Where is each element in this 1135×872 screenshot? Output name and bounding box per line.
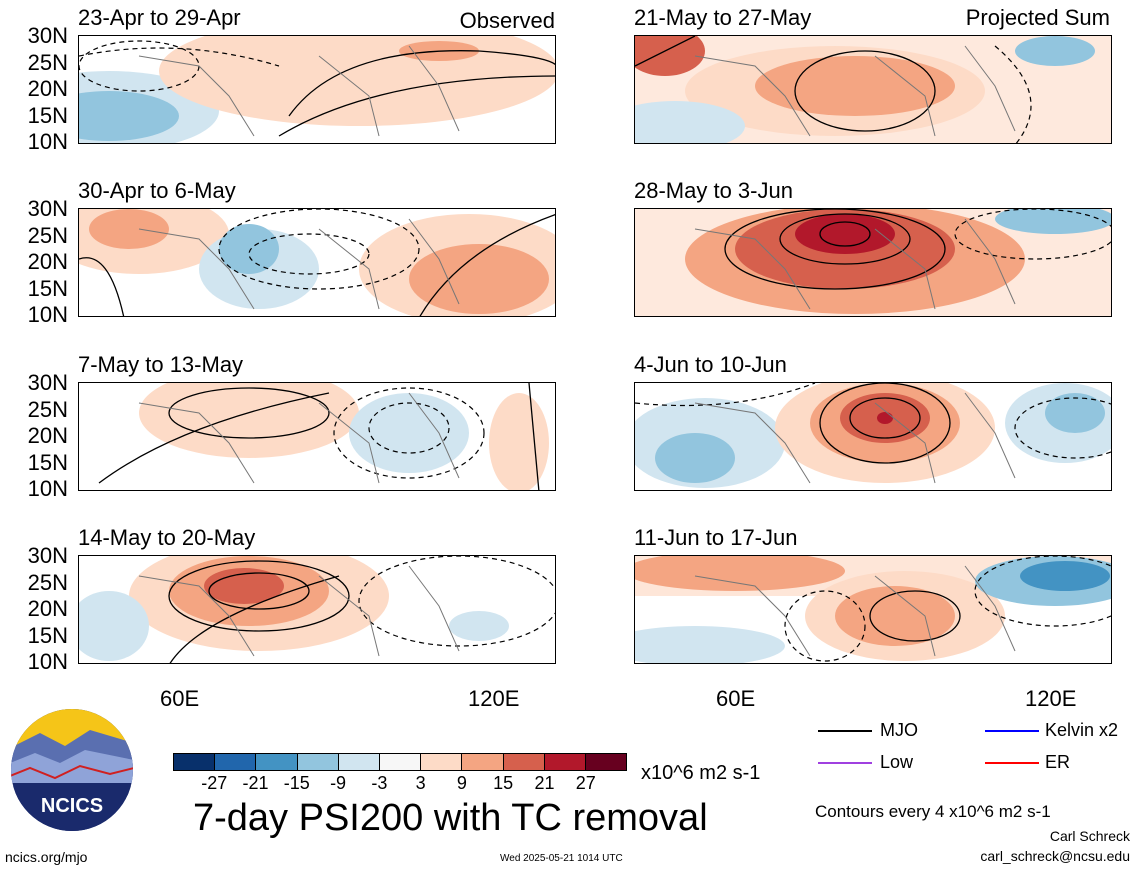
main-title: 7-day PSI200 with TC removal (193, 797, 708, 839)
lat-tick: 20N (27, 423, 68, 448)
colorbar-tick-label: -15 (283, 773, 310, 793)
lat-tick: 10N (27, 476, 68, 501)
colorbar-swatch (338, 754, 380, 770)
colorbar-swatch (421, 754, 463, 770)
lat-tick: 25N (27, 569, 68, 595)
ncics-logo: NCICS (10, 708, 134, 832)
lat-tick: 10N (27, 649, 68, 674)
colorbar-swatch (503, 754, 545, 770)
lat-tick: 10N (27, 302, 68, 327)
map-panel-2 (78, 208, 556, 317)
map-panel-7 (634, 382, 1112, 491)
map-panel-6 (634, 208, 1112, 317)
lat-tick: 20N (27, 76, 68, 101)
panel-title-6: 28-May to 3-Jun (634, 178, 793, 203)
colorbar-tick-label: -27 (201, 773, 228, 793)
panel-title-2: 30-Apr to 6-May (78, 178, 236, 203)
colorbar-tick-label: 21 (534, 773, 555, 793)
panel-title-7: 4-Jun to 10-Jun (634, 352, 787, 377)
legend-low-line (818, 762, 872, 764)
contours-note: Contours every 4 x10^6 m2 s-1 (815, 802, 1051, 821)
colorbar-tick-label: 3 (415, 773, 426, 793)
map-panel-3 (78, 382, 556, 491)
legend-er-label: ER (1045, 752, 1071, 772)
lat-tick: 25N (27, 49, 68, 75)
timestamp: Wed 2025-05-21 1014 UTC (500, 853, 623, 864)
panel-title-5: 21-May to 27-May (634, 5, 812, 30)
lat-tick: 15N (27, 102, 68, 128)
colorbar-swatch (297, 754, 339, 770)
colorbar-swatch (585, 754, 627, 770)
colorbar-swatch (215, 754, 257, 770)
panel-title-1: 23-Apr to 29-Apr (78, 5, 241, 30)
lon-tick-120e-right: 120E (1025, 686, 1077, 711)
lon-tick-120e-left: 120E (468, 686, 520, 711)
projected-label: Projected Sum (965, 5, 1110, 30)
lat-tick: 25N (27, 396, 68, 422)
colorbar-swatch (544, 754, 586, 770)
lon-tick-60e-left: 60E (160, 686, 200, 711)
lat-tick: 20N (27, 249, 68, 274)
author-email[interactable]: carl_schreck@ncsu.edu (980, 848, 1130, 864)
observed-label: Observed (459, 8, 555, 33)
logo-text: NCICS (41, 795, 103, 817)
lon-tick-60e-right: 60E (716, 686, 756, 711)
panel-title-3: 7-May to 13-May (78, 352, 244, 377)
colorbar-tick-label: -21 (242, 773, 269, 793)
colorbar-tick-label: -3 (371, 773, 388, 793)
panel-title-4: 14-May to 20-May (78, 525, 256, 550)
colorbar-tick-label: -9 (330, 773, 347, 793)
lat-tick: 15N (27, 275, 68, 301)
legend-low-label: Low (880, 752, 914, 772)
map-panel-8 (634, 555, 1112, 664)
lat-tick: 30N (27, 23, 68, 48)
lat-tick: 20N (27, 596, 68, 621)
colorbar-swatch (174, 754, 216, 770)
lat-tick: 25N (27, 222, 68, 248)
lat-tick: 10N (27, 129, 68, 154)
map-panel-1 (78, 35, 556, 144)
colorbar-units: x10^6 m2 s-1 (641, 762, 761, 784)
panel-title-8: 11-Jun to 17-Jun (634, 525, 798, 550)
colorbar-swatch (462, 754, 504, 770)
legend-kelvin-label: Kelvin x2 (1045, 720, 1119, 740)
map-panel-4 (78, 555, 556, 664)
colorbar-tick-label: 9 (456, 773, 467, 793)
colorbar (173, 753, 627, 771)
author: Carl Schreck (1049, 828, 1130, 844)
lat-tick: 30N (27, 196, 68, 221)
lat-tick: 30N (27, 543, 68, 568)
lat-tick: 30N (27, 370, 68, 395)
colorbar-swatch (256, 754, 298, 770)
colorbar-tick-label: 15 (493, 773, 514, 793)
legend-kelvin-line (985, 730, 1039, 732)
map-panel-5 (634, 35, 1112, 144)
lat-tick: 15N (27, 449, 68, 475)
site-url[interactable]: ncics.org/mjo (5, 849, 88, 865)
lat-tick: 15N (27, 622, 68, 648)
colorbar-tick-label: 27 (575, 773, 596, 793)
colorbar-swatch (379, 754, 422, 770)
legend-mjo-line (818, 730, 872, 732)
legend-er-line (985, 762, 1039, 764)
legend-mjo-label: MJO (880, 720, 918, 740)
